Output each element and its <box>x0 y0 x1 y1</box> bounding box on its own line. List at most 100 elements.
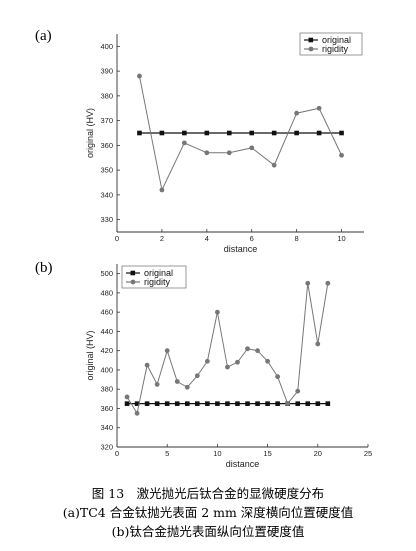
y-axis-title: original (HV) <box>85 108 95 158</box>
data-point-rigidity <box>144 362 150 368</box>
data-point-original <box>235 401 240 406</box>
caption-line-b: (b)钛合金抛光表面纵向位置硬度值 <box>111 524 305 539</box>
data-point-original <box>339 130 344 136</box>
legend-marker-rigidity <box>130 279 136 285</box>
data-point-rigidity <box>204 358 210 364</box>
data-point-original <box>325 401 331 406</box>
x-tick-label: 20 <box>314 449 322 458</box>
data-point-original <box>182 130 187 136</box>
data-point-rigidity <box>137 73 142 79</box>
legend-label-original: original <box>322 35 351 45</box>
y-tick-label: 340 <box>100 423 113 432</box>
data-point-original <box>245 401 250 406</box>
data-point-original <box>195 401 200 406</box>
series-line-rigidity <box>138 75 342 192</box>
data-point-original <box>184 401 190 406</box>
data-point-rigidity <box>339 152 344 158</box>
data-point-rigidity <box>294 110 300 116</box>
series-line-rigidity <box>126 283 329 415</box>
panel-label: (a) <box>35 28 52 44</box>
data-point-rigidity <box>305 280 311 286</box>
y-tick-label: 440 <box>100 327 113 336</box>
y-tick-label: 400 <box>100 365 113 374</box>
y-tick-label: 400 <box>100 42 113 51</box>
data-point-original <box>225 401 230 406</box>
y-tick-label: 460 <box>100 308 113 317</box>
data-point-original <box>159 130 165 136</box>
data-point-original <box>294 130 299 136</box>
y-axis-title: original (HV) <box>85 330 95 380</box>
chart-panel-a: (a) 330 340 350 360 370 380 390 400 0 2 4 6 8 10 distan… <box>35 28 364 254</box>
x-tick-label: 10 <box>213 449 221 458</box>
data-point-original <box>164 401 170 406</box>
data-point-original <box>271 130 277 136</box>
data-point-original <box>305 401 311 406</box>
x-tick-label: 15 <box>263 449 271 458</box>
data-point-original <box>124 401 130 406</box>
y-tick-label: 380 <box>100 91 113 100</box>
y-tick-label: 360 <box>100 141 113 150</box>
x-tick-label: 0 <box>115 234 119 243</box>
legend-marker-original <box>130 270 136 276</box>
data-point-rigidity <box>134 410 140 416</box>
data-point-original <box>315 401 321 406</box>
data-point-original <box>275 401 280 406</box>
data-point-rigidity <box>249 145 255 151</box>
data-point-rigidity <box>174 379 180 384</box>
y-tick-label: 480 <box>100 288 113 297</box>
y-tick-label: 380 <box>100 385 113 394</box>
data-point-rigidity <box>159 187 165 193</box>
x-tick-label: 2 <box>160 234 164 243</box>
y-tick-label: 390 <box>100 67 113 76</box>
data-point-rigidity <box>295 388 301 394</box>
y-tick-label: 340 <box>100 190 113 199</box>
x-tick-label: 10 <box>337 234 345 243</box>
y-tick-label: 370 <box>100 116 113 125</box>
y-tick-label: 360 <box>100 404 113 413</box>
data-point-rigidity <box>265 358 270 364</box>
caption-title: 图 13 激光抛光后钛合金的显微硬度分布 <box>91 486 325 501</box>
data-point-original <box>265 401 270 406</box>
data-point-original <box>205 401 210 406</box>
data-point-rigidity <box>215 309 220 315</box>
data-point-original <box>154 401 160 406</box>
y-tick-label: 320 <box>100 443 113 452</box>
data-point-rigidity <box>164 348 170 354</box>
figure-caption: 图 13 激光抛光后钛合金的显微硬度分布 (a)TC4 合金钛抛光表面 2 mm… <box>0 484 416 541</box>
data-point-original <box>134 401 140 406</box>
panel-label: (b) <box>35 260 53 276</box>
data-point-rigidity <box>255 348 260 354</box>
y-tick-label: 500 <box>100 269 113 278</box>
data-point-rigidity <box>235 359 240 365</box>
x-axis-title: distance <box>226 459 260 469</box>
data-point-rigidity <box>316 105 322 111</box>
data-point-original <box>144 401 150 406</box>
data-point-rigidity <box>124 394 130 400</box>
legend-label-rigidity: rigidity <box>322 44 349 54</box>
data-point-rigidity <box>184 384 190 390</box>
y-tick-label: 350 <box>100 166 113 175</box>
data-point-original <box>255 401 260 406</box>
data-point-original <box>249 130 255 136</box>
data-point-rigidity <box>325 280 331 286</box>
data-point-rigidity <box>181 140 187 146</box>
data-point-rigidity <box>225 364 230 370</box>
x-tick-label: 5 <box>165 449 169 458</box>
data-point-rigidity <box>315 341 321 347</box>
data-point-original <box>316 130 322 136</box>
caption-line-a: (a)TC4 合金钛抛光表面 2 mm 深度横向位置硬度值 <box>62 505 354 520</box>
y-tick-label: 420 <box>100 346 113 355</box>
data-point-rigidity <box>154 381 160 387</box>
x-axis-title: distance <box>224 244 258 254</box>
data-point-rigidity <box>194 373 200 379</box>
legend-marker-rigidity <box>308 46 314 52</box>
data-point-rigidity <box>285 401 291 407</box>
data-point-original <box>295 401 301 406</box>
data-point-rigidity <box>275 374 281 380</box>
x-tick-label: 0 <box>115 449 119 458</box>
data-point-original <box>215 401 220 406</box>
data-point-original <box>174 401 180 406</box>
data-point-rigidity <box>226 150 232 156</box>
x-tick-label: 8 <box>295 234 299 243</box>
